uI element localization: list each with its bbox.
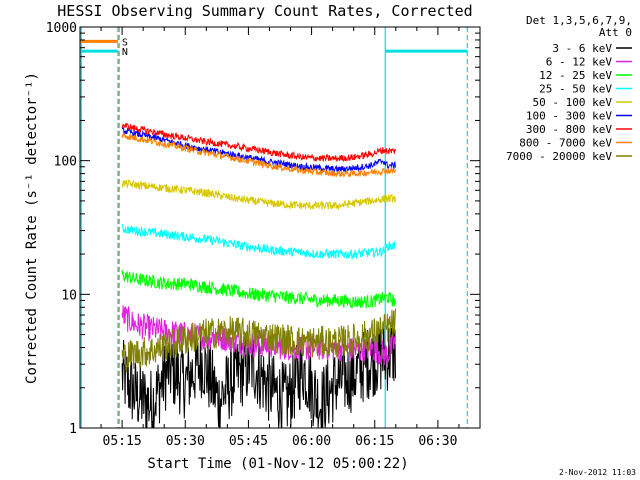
legend-entry-label: 25 - 50 keV — [539, 83, 612, 96]
x-tick-label: 05:15 — [103, 434, 142, 449]
y-tick-label: 100 — [54, 155, 77, 170]
legend-entry-label: 7000 - 20000 keV — [506, 150, 612, 163]
series-layer — [121, 122, 396, 429]
legend-header: Det 1,3,5,6,7,9, — [526, 14, 632, 27]
legend-entry-label: 800 - 7000 keV — [519, 137, 612, 150]
x-tick-label: 06:15 — [355, 434, 394, 449]
legend-entry-label: 12 - 25 keV — [539, 69, 612, 82]
series-line — [121, 179, 396, 210]
marker-label: N — [122, 47, 128, 58]
legend-entry-label: 6 - 12 keV — [546, 56, 613, 69]
x-tick-label: 05:30 — [166, 434, 205, 449]
x-tick-label: 06:00 — [292, 434, 331, 449]
series-line — [121, 223, 396, 260]
series-line — [121, 132, 396, 179]
y-tick-label: 10 — [61, 288, 77, 303]
plot-frame — [79, 26, 481, 429]
legend-header: Att 0 — [599, 26, 632, 39]
chart-title: HESSI Observing Summary Count Rates, Cor… — [57, 2, 472, 20]
y-tick-label: 1 — [69, 422, 77, 437]
legend-entry-label: 50 - 100 keV — [533, 96, 613, 109]
series-line — [121, 308, 396, 374]
y-axis-label: Corrected Count Rate (s⁻¹ detector⁻¹) — [24, 72, 40, 384]
series-line — [121, 126, 396, 174]
series-line — [121, 122, 396, 162]
axis-layer: 05:15 05:30 05:45 06:00 06:15 06:30 1 10 100 1000 — [46, 21, 481, 449]
x-axis-label: Start Time (01-Nov-12 05:00:22) — [147, 456, 408, 472]
legend-entry-label: 3 - 6 keV — [552, 42, 612, 55]
series-line — [121, 269, 396, 310]
x-tick-label: 06:30 — [418, 434, 457, 449]
marker-label: S — [122, 37, 128, 48]
x-tick-label: 05:45 — [229, 434, 268, 449]
legend-entry-label: 300 - 800 keV — [526, 123, 612, 136]
series-line — [121, 305, 396, 367]
y-tick-label: 1000 — [46, 21, 77, 36]
footer-date: 2-Nov-2012 11:03 — [559, 468, 636, 477]
legend-entry-label: 100 - 300 keV — [526, 110, 612, 123]
